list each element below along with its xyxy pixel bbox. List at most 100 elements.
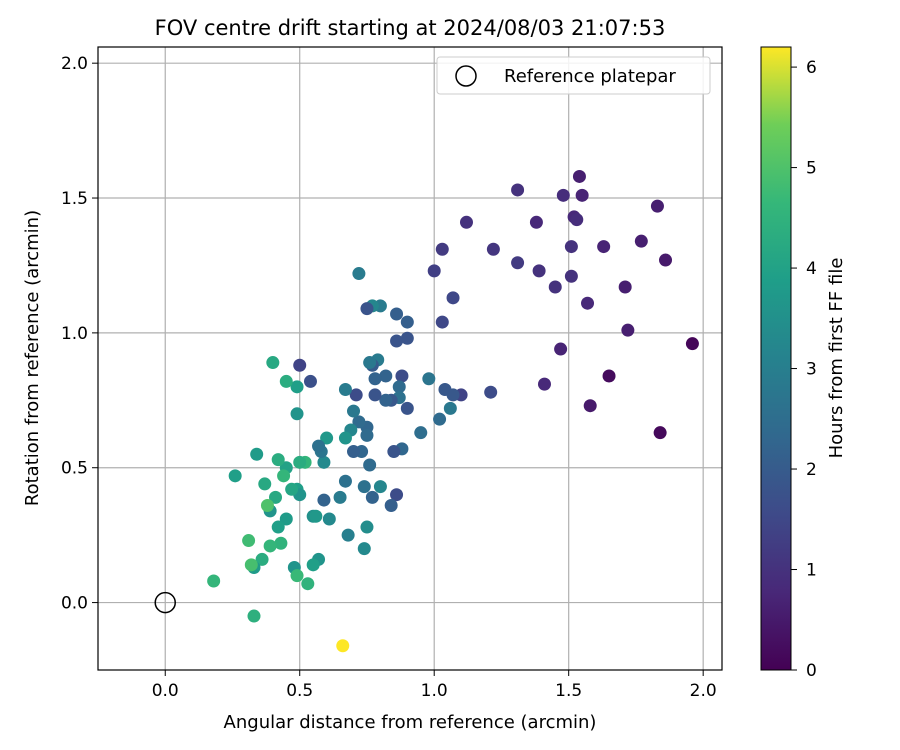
data-point <box>258 477 272 491</box>
data-point <box>564 269 578 283</box>
data-point <box>274 536 288 550</box>
data-point <box>279 374 293 388</box>
data-point <box>511 183 525 197</box>
data-point <box>290 380 304 394</box>
grid-lines <box>98 47 722 670</box>
data-point <box>435 242 449 256</box>
data-point <box>269 490 283 504</box>
data-point <box>427 264 441 278</box>
legend: Reference platepar <box>436 56 711 95</box>
data-point <box>333 490 347 504</box>
colorbar-tick-label: 3 <box>806 360 817 380</box>
data-point <box>433 412 447 426</box>
reference-marker-layer <box>154 591 176 614</box>
data-point <box>484 385 498 399</box>
data-point <box>357 480 371 494</box>
data-point <box>446 291 460 305</box>
data-point <box>312 439 326 453</box>
y-tick-label: 2.0 <box>61 54 88 74</box>
data-point <box>250 447 264 461</box>
data-point <box>363 356 377 370</box>
data-point <box>347 445 361 459</box>
colorbar-label: Hours from first FF file <box>826 258 847 459</box>
data-point <box>317 493 331 507</box>
data-point <box>384 498 398 512</box>
data-point <box>659 253 673 267</box>
x-tick-label: 0.0 <box>152 681 179 701</box>
data-point <box>360 302 374 316</box>
data-point <box>293 358 307 372</box>
data-point <box>322 512 336 526</box>
data-point <box>583 399 597 413</box>
data-point <box>349 388 363 402</box>
colorbar-tick-label: 2 <box>806 460 817 480</box>
x-axis-ticks: 0.0 0.5 1.0 1.5 2.0 <box>152 670 717 701</box>
data-point <box>347 404 361 418</box>
data-point <box>390 307 404 321</box>
data-point <box>368 388 382 402</box>
chart-title: FOV centre drift starting at 2024/08/03 … <box>155 16 666 40</box>
data-point <box>532 264 546 278</box>
data-point <box>422 372 436 386</box>
data-point <box>486 242 500 256</box>
colorbar-tick-label: 1 <box>806 561 817 581</box>
y-axis-ticks: 0.0 0.5 1.0 1.5 2.0 <box>61 54 98 614</box>
data-point <box>338 431 352 445</box>
data-point <box>255 552 269 566</box>
data-point <box>511 256 525 270</box>
data-point <box>390 488 404 502</box>
data-point <box>446 388 460 402</box>
data-point <box>392 380 406 394</box>
data-point <box>435 315 449 329</box>
colorbar-gradient <box>760 46 792 671</box>
data-point <box>306 558 320 572</box>
data-point <box>564 240 578 254</box>
data-point <box>556 188 570 202</box>
data-point <box>365 490 379 504</box>
data-point <box>400 331 414 345</box>
data-point <box>529 215 543 229</box>
data-point <box>293 455 307 469</box>
data-point <box>597 240 611 254</box>
data-point <box>400 401 414 415</box>
data-point <box>363 458 377 472</box>
data-point <box>301 577 315 591</box>
data-point <box>360 520 374 534</box>
data-point <box>400 315 414 329</box>
data-point <box>320 431 334 445</box>
data-point <box>570 213 584 227</box>
data-point <box>360 428 374 442</box>
colorbar-tick-label: 5 <box>806 159 817 179</box>
y-axis-label: Rotation from reference (arcmin) <box>22 210 43 506</box>
legend-box <box>436 56 711 95</box>
reference-platepar-marker <box>154 591 176 614</box>
data-point <box>368 372 382 386</box>
data-point <box>285 482 299 496</box>
data-point <box>271 453 285 467</box>
data-point <box>379 369 393 383</box>
data-point <box>266 356 280 370</box>
data-point <box>338 474 352 488</box>
data-point <box>352 267 366 281</box>
data-point <box>575 188 589 202</box>
data-point <box>279 512 293 526</box>
data-point <box>271 520 285 534</box>
data-point <box>247 609 261 623</box>
x-tick-label: 1.5 <box>555 681 582 701</box>
data-point <box>290 569 304 583</box>
data-point <box>352 415 366 429</box>
data-point <box>414 426 428 440</box>
data-point <box>309 509 323 523</box>
y-tick-label: 1.0 <box>61 324 88 344</box>
data-point <box>263 539 277 553</box>
data-point <box>537 377 551 391</box>
data-point <box>395 369 409 383</box>
data-point <box>602 369 616 383</box>
y-tick-label: 0.0 <box>61 594 88 614</box>
data-point <box>228 469 242 483</box>
data-point <box>317 455 331 469</box>
data-point <box>336 639 350 653</box>
scatter-points <box>207 169 699 653</box>
data-point <box>379 393 393 407</box>
